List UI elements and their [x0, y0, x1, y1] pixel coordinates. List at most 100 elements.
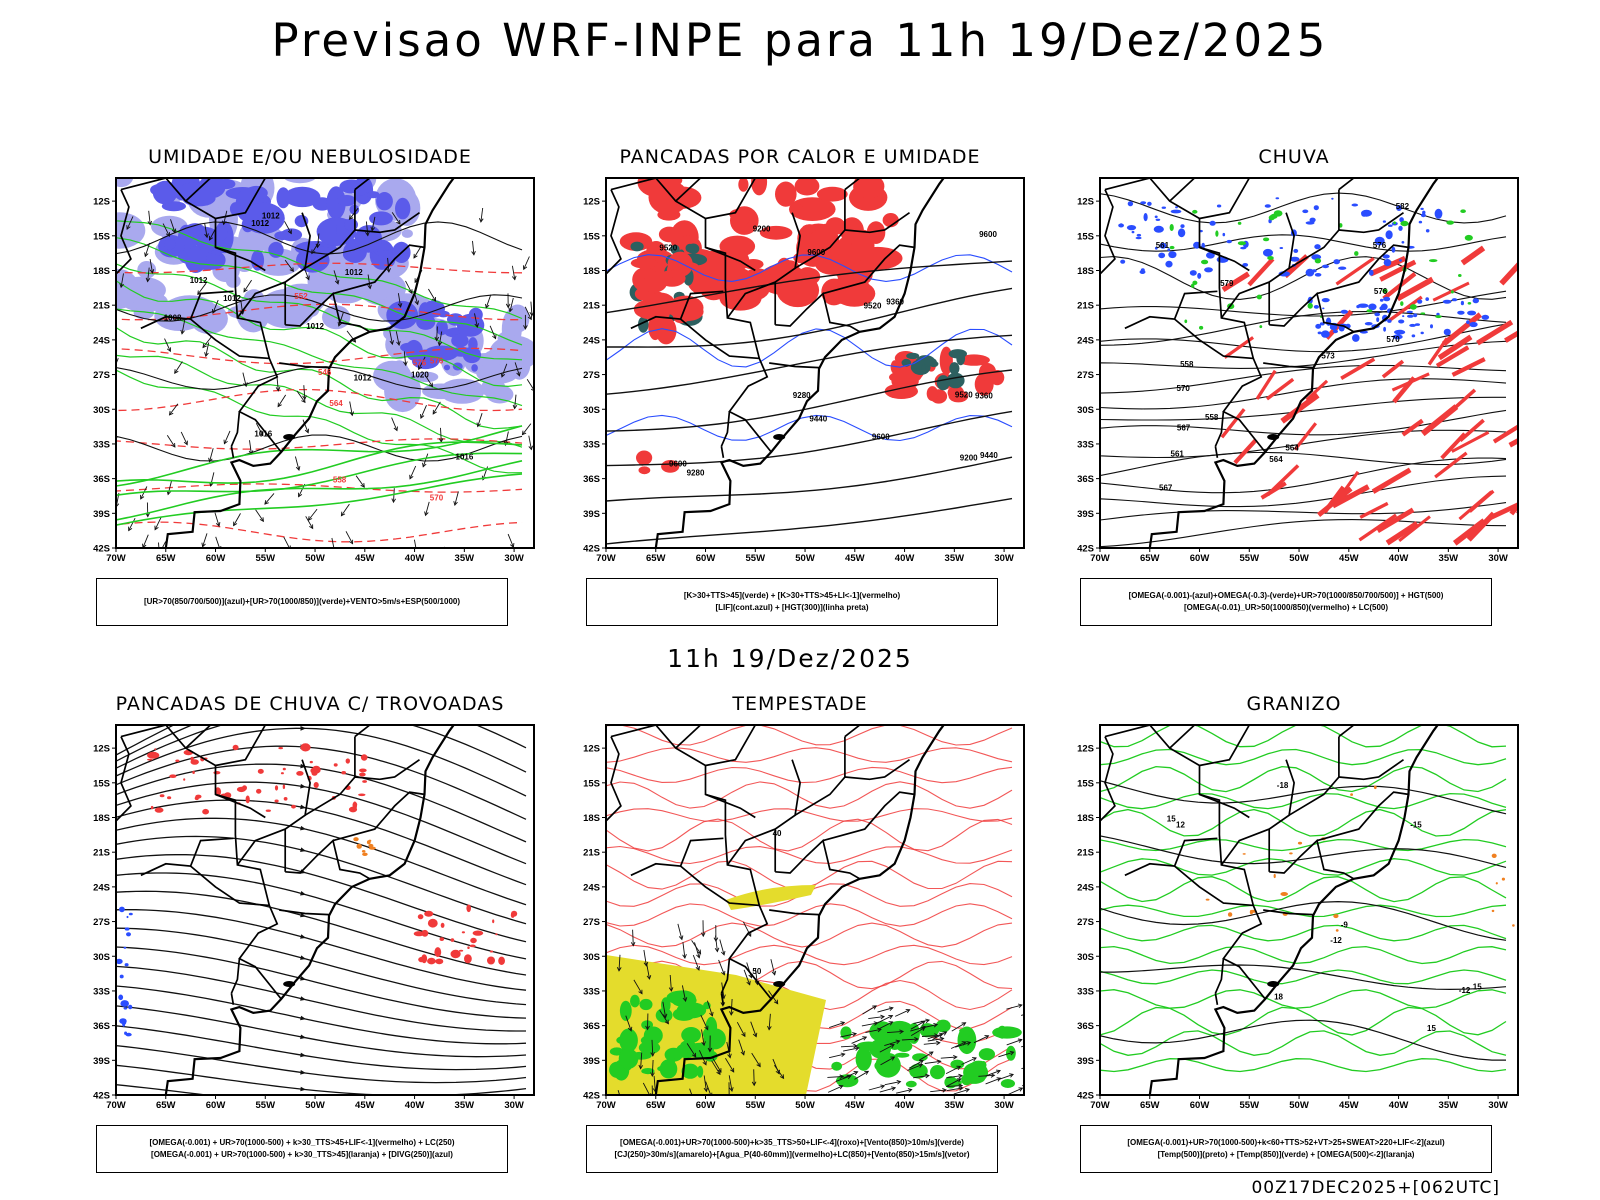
lat-tick-label: 42S [93, 1091, 110, 1102]
wind-vector [879, 1044, 895, 1053]
contour-line [116, 326, 523, 430]
wind-vector-head [171, 442, 176, 448]
rain-area [1263, 237, 1270, 242]
rain-area [1322, 307, 1325, 310]
rain-streak [1335, 470, 1360, 503]
lat-tick-label: 30S [93, 405, 110, 416]
border-line [606, 189, 622, 275]
wind-vector [715, 935, 718, 952]
vertical-motion-area [1280, 892, 1288, 896]
rain-area [1126, 225, 1137, 231]
humidity-area [294, 215, 309, 228]
storm-area [274, 785, 279, 791]
humidity-area [344, 218, 358, 231]
wind-vector [750, 1021, 757, 1037]
wind-vector-head [439, 556, 443, 560]
storm-area [256, 788, 262, 794]
map-svg: 50 40 12S 15S 18S 21S 24S 27S 30S 33S 36S 39S 42S70W… [583, 724, 1025, 1111]
wind-vector-head [168, 410, 174, 416]
rain-streak [1331, 484, 1370, 509]
wind-vector-head [119, 283, 124, 289]
lagoa-dos-patos [773, 981, 786, 987]
border-line [720, 958, 731, 994]
wind-vector-head [386, 268, 391, 273]
wind-vector [742, 921, 752, 937]
instability-area [738, 178, 749, 192]
rain-streak [1293, 422, 1318, 451]
wind-vector-head [476, 422, 481, 428]
lat-tick-label: 39S [583, 1056, 600, 1067]
storm-area [424, 910, 434, 917]
contour-line [116, 441, 523, 490]
border-line [610, 725, 761, 906]
coastline [1148, 725, 1440, 1095]
rain-streak [1504, 330, 1518, 343]
wind-vector-head [264, 500, 269, 505]
lon-tick-label: 45W [845, 553, 865, 564]
rain-streak [1387, 295, 1423, 323]
lat-tick-label: 42S [1077, 544, 1094, 555]
instability-area [948, 390, 969, 403]
wind-vector [985, 1077, 1001, 1085]
wind-vector-head [512, 404, 518, 410]
rain-area [1120, 259, 1126, 264]
rain-area [1322, 264, 1329, 269]
wind-vector [868, 1016, 885, 1020]
lon-tick-label: 65W [1140, 1100, 1160, 1111]
storm-area [466, 904, 472, 913]
lat-tick-label: 18S [583, 266, 600, 277]
wind-vector-head [862, 1036, 868, 1041]
lagoa-dos-patos [283, 434, 296, 440]
contour-label: 1016 [254, 429, 272, 438]
streamline [116, 781, 527, 865]
streamline-arrow [300, 996, 306, 1001]
streamline [116, 927, 527, 1006]
contour-line [1100, 364, 1507, 394]
wind-vector-head [939, 1036, 945, 1042]
storm-area [368, 846, 376, 850]
wind-vector [927, 1033, 944, 1040]
wind-vector [205, 342, 210, 357]
contour-line [1100, 765, 1507, 793]
wind-vector [413, 539, 417, 548]
instability-area [729, 208, 750, 221]
wind-vector [436, 326, 438, 341]
rain-area [1307, 302, 1313, 309]
wind-vector-head [349, 411, 355, 417]
rain-area [1354, 251, 1359, 256]
wind-vector [851, 1036, 867, 1044]
lon-tick-label: 45W [1339, 1100, 1359, 1111]
forecast-time-label: 11h 19/Dez/2025 [667, 644, 913, 673]
wind-vector-head [222, 220, 227, 226]
contour-label: 9600 [807, 248, 825, 257]
wind-vector [181, 320, 186, 334]
border-line [1199, 793, 1250, 819]
instability-area [794, 178, 820, 196]
rain-streak [1476, 319, 1514, 346]
lon-tick-label: 55W [746, 553, 766, 564]
contour-line [116, 483, 523, 493]
wind-vector [689, 1088, 693, 1095]
humidity-area [310, 246, 331, 254]
rain-area [1168, 251, 1177, 259]
lat-tick-label: 39S [1077, 1056, 1094, 1067]
divergence-area [123, 1007, 128, 1010]
border-line [1214, 446, 1219, 458]
lon-tick-label: 70W [1090, 553, 1110, 564]
rain-streak [1437, 334, 1473, 361]
instability-area [619, 232, 653, 251]
contour-line [116, 262, 523, 361]
border-line [116, 736, 132, 822]
wind-vector-head [696, 949, 702, 955]
legend-line: [OMEGA(-0.001)-(azul)+OMEGA(-0.3)-(verde… [1128, 591, 1444, 600]
wind-vector [397, 293, 402, 308]
humidity-area [268, 241, 284, 258]
rain-area [1199, 325, 1204, 330]
map-frame [605, 177, 1025, 549]
rain-area [1394, 329, 1406, 335]
wind-vector [843, 1047, 859, 1052]
border-line [304, 736, 356, 816]
contour-line [606, 818, 1013, 852]
border-line [1220, 759, 1295, 866]
rain-area [1443, 328, 1451, 336]
